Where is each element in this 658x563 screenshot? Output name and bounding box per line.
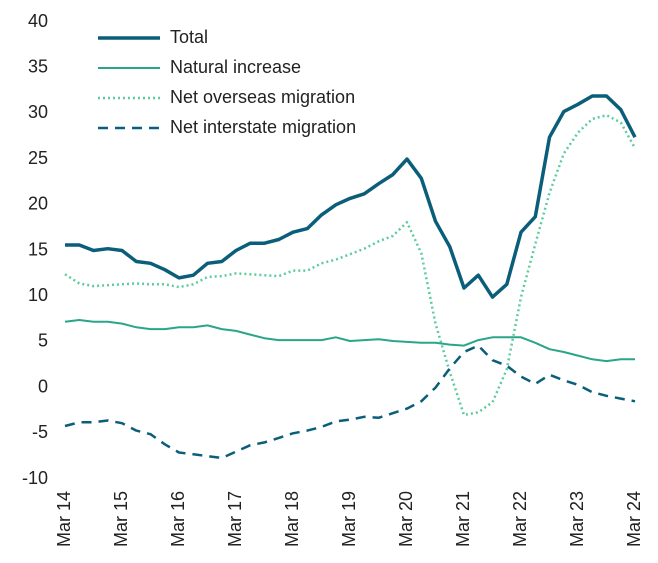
y-tick-label: 40	[28, 11, 48, 31]
legend-label: Total	[170, 27, 208, 47]
x-tick-label: Mar 21	[453, 491, 473, 547]
y-tick-label: -10	[22, 468, 48, 488]
x-tick-label: Mar 14	[54, 491, 74, 547]
legend-label: Natural increase	[170, 57, 301, 77]
x-tick-label: Mar 24	[624, 491, 644, 547]
legend-label: Net overseas migration	[170, 87, 355, 107]
x-tick-label: Mar 15	[111, 491, 131, 547]
y-tick-label: 10	[28, 285, 48, 305]
series-line	[64, 344, 636, 460]
x-tick-label: Mar 17	[225, 491, 245, 547]
series-line	[65, 94, 637, 299]
x-tick-label: Mar 22	[510, 491, 530, 547]
x-tick-label: Mar 23	[567, 491, 587, 547]
x-tick-label: Mar 16	[168, 491, 188, 547]
x-tick-label: Mar 19	[339, 491, 359, 547]
x-tick-label: Mar 20	[396, 491, 416, 547]
y-tick-label: 25	[28, 148, 48, 168]
y-tick-label: -5	[32, 422, 48, 442]
y-tick-label: 30	[28, 102, 48, 122]
y-tick-label: 5	[38, 331, 48, 351]
y-tick-label: 15	[28, 239, 48, 259]
y-tick-label: 35	[28, 56, 48, 76]
x-tick-label: Mar 18	[282, 491, 302, 547]
series-line	[64, 319, 635, 363]
y-tick-label: 20	[28, 194, 48, 214]
y-tick-label: 0	[38, 376, 48, 396]
legend-label: Net interstate migration	[170, 117, 356, 137]
